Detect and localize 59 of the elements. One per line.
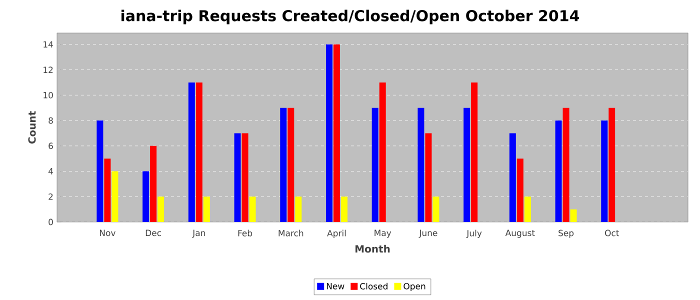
x-tick-label: June: [418, 230, 438, 238]
bar: [340, 196, 348, 222]
y-tick-label: 8: [48, 117, 53, 124]
bar: [112, 171, 118, 222]
bar: [524, 196, 531, 222]
bar: [379, 82, 386, 222]
x-tick-label: August: [505, 230, 535, 238]
bar: [432, 196, 440, 222]
x-tick-label: Feb: [238, 230, 252, 236]
bar: [372, 108, 378, 222]
bar: [288, 108, 294, 222]
bar: [425, 133, 432, 222]
bar: [203, 196, 210, 222]
bar: [196, 82, 202, 222]
bar: [570, 209, 577, 222]
x-tick-label: Jan: [192, 230, 205, 238]
bar: [326, 44, 332, 222]
x-tick-label: July: [466, 230, 482, 238]
bar: [280, 108, 287, 222]
x-tick-label: March: [278, 230, 304, 236]
y-tick-label: 12: [44, 66, 53, 73]
bar: [158, 196, 164, 222]
bar: [104, 158, 111, 222]
y-tick-label: 0: [48, 218, 53, 226]
x-axis-title: Month: [356, 244, 390, 253]
y-tick-label: 2: [48, 193, 53, 200]
chart-title: iana-trip Requests Created/Closed/Open October 2014: [122, 10, 580, 24]
legend-label: Closed: [360, 282, 388, 290]
y-tick-label: 10: [44, 92, 53, 98]
bar: [471, 82, 478, 222]
bar: [601, 120, 608, 222]
x-tick-label: May: [374, 230, 392, 238]
x-tick-label: April: [327, 230, 346, 238]
y-tick-label: 6: [48, 142, 53, 150]
y-axis-title: Count: [28, 111, 36, 144]
x-tick-label: Oct: [605, 230, 620, 236]
x-tick-label: Dec: [146, 230, 161, 236]
bar: [418, 108, 424, 222]
bar: [608, 108, 616, 222]
bar: [509, 133, 516, 222]
x-tick-label: Nov: [100, 230, 116, 236]
bar: [188, 82, 195, 222]
bar: [464, 108, 470, 222]
bar: [234, 133, 241, 222]
bar: [249, 196, 256, 222]
x-tick-label: Sep: [558, 230, 574, 238]
bar: [150, 146, 157, 222]
bar: [96, 120, 104, 222]
bar: [242, 133, 248, 222]
y-tick-label: 14: [44, 41, 53, 48]
bar: [516, 158, 524, 222]
bar: [295, 196, 302, 222]
legend-label: Open: [404, 282, 426, 292]
bar: [333, 44, 340, 222]
y-tick-label: 4: [48, 168, 53, 174]
legend-label: New: [326, 283, 344, 290]
bar: [562, 108, 570, 222]
bar: [142, 171, 150, 222]
bar: [555, 120, 562, 222]
